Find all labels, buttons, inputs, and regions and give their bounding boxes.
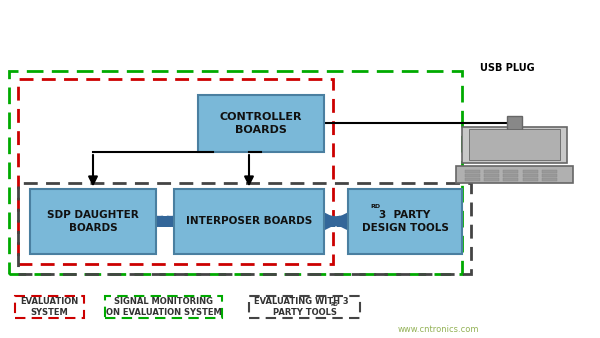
Bar [523,178,538,181]
Bar [542,170,557,173]
Text: www.cntronics.com: www.cntronics.com [397,325,479,334]
Bar [105,296,222,318]
Bar [503,170,518,173]
Bar [507,116,522,131]
Bar [174,189,324,254]
Bar [484,174,499,177]
Text: EVALUATION
SYSTEM: EVALUATION SYSTEM [20,297,79,317]
Bar [503,178,518,181]
Text: INTERPOSER BOARDS: INTERPOSER BOARDS [186,216,312,226]
Bar [484,178,499,181]
Text: 3  PARTY
DESIGN TOOLS: 3 PARTY DESIGN TOOLS [362,210,448,233]
Bar [523,174,538,177]
Bar [542,174,557,177]
Bar [465,174,480,177]
Text: SIGNAL MONITORING
ON EVALUATION SYSTEM: SIGNAL MONITORING ON EVALUATION SYSTEM [106,297,221,317]
Bar [523,170,538,173]
Text: RD: RD [331,303,338,307]
Bar [469,129,560,160]
Bar [484,170,499,173]
Bar [249,296,360,318]
Bar [18,183,471,274]
Text: USB PLUG: USB PLUG [479,63,535,73]
Bar [15,296,84,318]
Bar [542,178,557,181]
Bar [503,174,518,177]
Bar [198,95,324,152]
Bar [465,170,480,173]
Text: RD: RD [371,204,381,209]
Bar [18,79,333,264]
Bar [465,178,480,181]
Text: EVALUATING WITH 3  
PARTY TOOLS: EVALUATING WITH 3 PARTY TOOLS [254,297,355,317]
Bar [348,189,462,254]
Text: CONTROLLER
BOARDS: CONTROLLER BOARDS [220,112,302,135]
Text: SDP DAUGHTER
BOARDS: SDP DAUGHTER BOARDS [47,210,139,233]
Bar [456,166,573,183]
Bar [9,71,462,274]
Bar [30,189,156,254]
Bar [462,127,567,163]
